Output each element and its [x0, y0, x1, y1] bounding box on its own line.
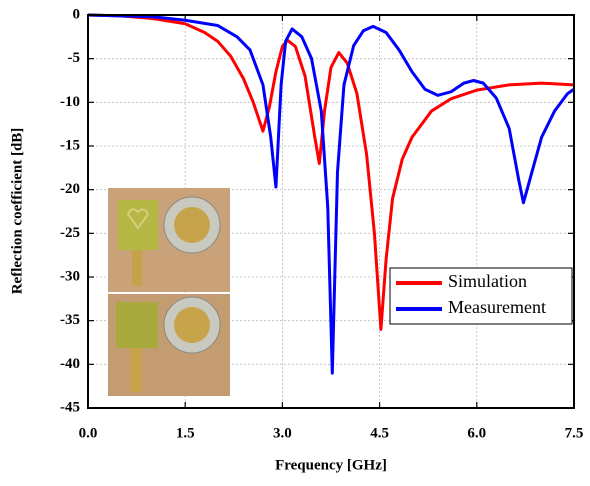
x-tick-label: 6.0 [467, 425, 486, 441]
x-tick-label: 4.5 [370, 425, 389, 441]
coin-center [174, 207, 210, 243]
x-tick-label: 1.5 [176, 425, 195, 441]
legend: Simulation Measurement [389, 267, 573, 325]
series-line [87, 13, 575, 375]
pcb [116, 302, 158, 348]
x-axis-label: Frequency [GHz] [275, 457, 387, 473]
y-tick-label: -15 [60, 137, 80, 153]
y-axis-label: Reflection coefficient [dB] [9, 128, 25, 295]
connector [132, 250, 142, 286]
connector [130, 348, 142, 392]
legend-box [389, 267, 573, 325]
legend-label: Simulation [448, 271, 527, 291]
y-tick-label: -40 [60, 356, 80, 372]
y-tick-label: -25 [60, 225, 80, 241]
y-tick-label: -5 [68, 50, 81, 66]
y-tick-label: -20 [60, 181, 80, 197]
x-tick-label: 3.0 [273, 425, 292, 441]
y-tick-label: -45 [60, 399, 80, 415]
antenna [126, 208, 150, 230]
y-tick-label: 0 [73, 6, 81, 22]
x-tick-label: 0.0 [79, 425, 98, 441]
y-tick-label: -10 [60, 94, 80, 110]
inset-photo [108, 188, 230, 396]
legend-label: Measurement [448, 297, 546, 317]
pcb [118, 200, 158, 250]
coin-center [174, 307, 210, 343]
x-tick-label: 7.5 [565, 425, 584, 441]
plot-frame [87, 14, 575, 409]
y-tick-label: -30 [60, 268, 80, 284]
y-tick-label: -35 [60, 312, 80, 328]
